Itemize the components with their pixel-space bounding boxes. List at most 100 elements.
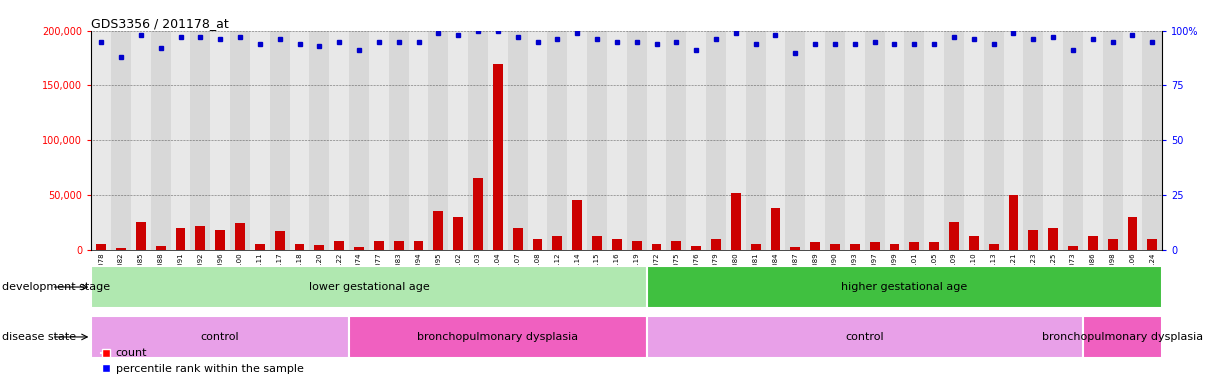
Legend: count, percentile rank within the sample: count, percentile rank within the sample (97, 344, 308, 379)
Bar (1023, 31, 1043, 250)
Bar (711, 239, 720, 250)
Bar (964, 31, 983, 250)
Bar (170, 31, 190, 250)
Text: higher gestational age: higher gestational age (841, 282, 968, 292)
Bar (870, 242, 880, 250)
Bar (270, 31, 290, 250)
Bar (1088, 237, 1098, 250)
Bar (275, 231, 285, 250)
Bar (806, 31, 825, 250)
Bar (890, 244, 899, 250)
Bar (731, 193, 741, 250)
Bar (111, 31, 131, 250)
Bar (295, 244, 304, 250)
Bar (1122, 31, 1143, 250)
Bar (924, 31, 944, 250)
Bar (96, 244, 106, 250)
Text: GDS3356 / 201178_at: GDS3356 / 201178_at (91, 17, 229, 30)
Bar (651, 244, 662, 250)
Bar (190, 31, 211, 250)
Bar (672, 241, 682, 250)
Text: bronchopulmonary dysplasia: bronchopulmonary dysplasia (417, 332, 578, 342)
Bar (254, 244, 265, 250)
Bar (765, 31, 785, 250)
Bar (885, 31, 904, 250)
Bar (770, 208, 780, 250)
Bar (512, 228, 522, 250)
Bar (865, 31, 885, 250)
Bar (1043, 31, 1064, 250)
Bar (1048, 228, 1058, 250)
Bar (211, 31, 230, 250)
Bar (646, 31, 667, 250)
Bar (587, 31, 607, 250)
Bar (988, 244, 999, 250)
Bar (448, 31, 469, 250)
Bar (667, 31, 686, 250)
Bar (409, 31, 428, 250)
Bar (909, 242, 919, 250)
Bar (790, 247, 801, 250)
Bar (196, 225, 206, 250)
Bar (136, 222, 146, 250)
Bar (369, 31, 388, 250)
Bar (428, 31, 448, 250)
Text: control: control (846, 332, 884, 342)
Bar (235, 223, 245, 250)
Bar (309, 31, 330, 250)
Bar (969, 237, 978, 250)
Text: bronchopulmonary dysplasia: bronchopulmonary dysplasia (1042, 332, 1204, 342)
Bar (686, 31, 706, 250)
Bar (691, 246, 701, 250)
Text: development stage: development stage (2, 282, 111, 292)
Bar (904, 31, 924, 250)
Bar (330, 31, 349, 250)
Bar (528, 31, 548, 250)
Bar (612, 239, 622, 250)
FancyBboxPatch shape (349, 316, 646, 358)
Bar (725, 31, 746, 250)
Bar (374, 241, 383, 250)
Bar (1064, 31, 1083, 250)
Bar (335, 241, 344, 250)
Bar (91, 31, 111, 250)
Bar (394, 241, 404, 250)
Bar (175, 228, 185, 250)
Bar (607, 31, 627, 250)
Bar (1107, 239, 1117, 250)
Bar (572, 200, 582, 250)
Bar (249, 31, 270, 250)
Bar (354, 247, 364, 250)
Bar (746, 31, 765, 250)
Bar (751, 244, 761, 250)
Bar (1148, 239, 1157, 250)
Bar (116, 248, 127, 250)
Bar (230, 31, 249, 250)
Bar (627, 31, 646, 250)
Bar (1103, 31, 1122, 250)
FancyBboxPatch shape (91, 266, 646, 308)
Bar (930, 242, 940, 250)
Bar (949, 222, 959, 250)
Bar (488, 31, 507, 250)
Bar (533, 239, 543, 250)
FancyBboxPatch shape (646, 266, 1162, 308)
Bar (632, 241, 641, 250)
Bar (151, 31, 170, 250)
Bar (493, 64, 503, 250)
Bar (830, 244, 840, 250)
FancyBboxPatch shape (1083, 316, 1162, 358)
Bar (1143, 31, 1162, 250)
FancyBboxPatch shape (646, 316, 1083, 358)
Bar (349, 31, 369, 250)
Bar (1069, 246, 1078, 250)
Bar (1127, 217, 1138, 250)
Bar (553, 237, 562, 250)
Bar (507, 31, 528, 250)
Bar (811, 242, 820, 250)
Bar (845, 31, 865, 250)
Bar (983, 31, 1004, 250)
Bar (414, 241, 424, 250)
Bar (290, 31, 309, 250)
Bar (567, 31, 587, 250)
